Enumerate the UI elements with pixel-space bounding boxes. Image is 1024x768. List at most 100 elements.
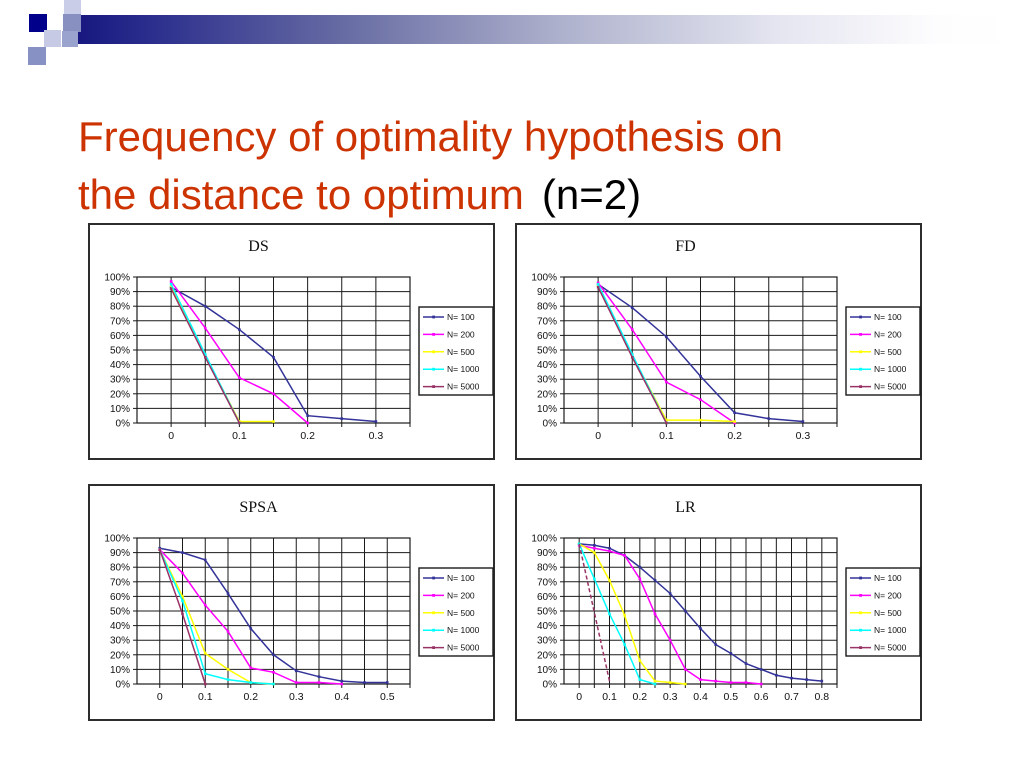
x-tick-label: 0.4: [334, 691, 349, 703]
chart-legend: N= 100 N= 200 N= 500 N= 1000 N= 5000: [845, 306, 921, 396]
y-tick-label: 40%: [110, 621, 130, 632]
y-tick-label: 10%: [537, 404, 557, 415]
y-tick-label: 0%: [116, 419, 131, 430]
chart-title: FD: [675, 238, 695, 255]
legend-label: N= 500: [447, 347, 475, 357]
x-tick-label: 0.2: [727, 430, 742, 442]
y-tick-label: 80%: [110, 563, 130, 574]
y-tick-label: 0%: [116, 680, 131, 691]
legend-label: N= 500: [874, 608, 902, 618]
series-N=200: [596, 281, 736, 425]
decor-square: [29, 14, 47, 32]
x-tick-label: 0.3: [289, 691, 304, 703]
y-tick-label: 60%: [110, 592, 130, 603]
plot-border: [136, 276, 411, 424]
legend-label: N= 200: [874, 329, 902, 339]
decor-square: [63, 14, 81, 32]
chart-lr: LR 100% 90% 80% 70% 60% 50% 40% 30% 20% 10% 0% 0 0.1 0…: [515, 484, 922, 721]
series-N=5000: [596, 285, 668, 425]
legend-label: N= 1000: [447, 625, 480, 635]
chart-legend: N= 100 N= 200 N= 500 N= 1000 N= 5000: [418, 306, 494, 396]
x-tick-label: 0.1: [198, 691, 213, 703]
x-tick-label: 0.3: [663, 691, 678, 703]
chart-spsa: SPSA 100% 90% 80% 70% 60% 50% 40% 30% 20% 10% 0% 0 0.…: [88, 484, 495, 721]
y-tick-label: 30%: [110, 375, 130, 386]
y-tick-label: 10%: [110, 404, 130, 415]
y-tick-label: 20%: [110, 389, 130, 400]
series-N=5000: [578, 543, 611, 682]
legend-label: N= 500: [874, 347, 902, 357]
legend-label: N= 100: [447, 573, 475, 583]
y-tick-label: 0%: [543, 680, 558, 691]
y-tick-label: 40%: [110, 360, 130, 371]
chart-title: SPSA: [239, 499, 278, 516]
y-tick-label: 60%: [537, 592, 557, 603]
y-tick-label: 80%: [110, 302, 130, 313]
y-tick-label: 10%: [537, 665, 557, 676]
legend-label: N= 100: [874, 573, 902, 583]
y-tick-label: 90%: [537, 287, 557, 298]
y-tick-label: 50%: [110, 346, 130, 357]
slide-title-line2-text: the distance to optimum: [78, 171, 524, 219]
x-tick-label: 0.1: [602, 691, 617, 703]
y-tick-label: 50%: [110, 607, 130, 618]
series-N=5000: [169, 287, 241, 425]
y-tick-label: 30%: [110, 636, 130, 647]
decor-square: [62, 31, 78, 47]
decor-square: [44, 30, 61, 47]
y-tick-label: 70%: [110, 316, 130, 327]
y-tick-label: 20%: [537, 650, 557, 661]
y-tick-label: 100%: [531, 534, 557, 545]
y-tick-label: 10%: [110, 665, 130, 676]
y-tick-label: 50%: [537, 607, 557, 618]
plot-border: [563, 276, 838, 424]
series-N=200: [169, 280, 309, 425]
x-tick-label: 0.7: [784, 691, 799, 703]
legend-label: N= 1000: [874, 364, 907, 374]
chart-title: LR: [675, 499, 696, 516]
chart-svg: DS 100% 90% 80% 70% 60% 50% 40% 30% 20% 10% 0% 0 0.1 0…: [88, 223, 495, 460]
y-tick-label: 40%: [537, 621, 557, 632]
x-tick-label: 0.8: [815, 691, 830, 703]
x-tick-label: 0.3: [796, 430, 811, 442]
legend-label: N= 1000: [874, 625, 907, 635]
y-tick-label: 80%: [537, 563, 557, 574]
x-tick-label: 0: [157, 691, 163, 703]
x-tick-label: 0.6: [754, 691, 769, 703]
y-tick-label: 100%: [531, 273, 557, 284]
legend-label: N= 5000: [874, 643, 907, 653]
y-tick-label: 20%: [110, 650, 130, 661]
series-N=5000: [158, 548, 207, 686]
y-tick-label: 60%: [537, 331, 557, 342]
chart-title: DS: [248, 238, 268, 255]
legend-label: N= 5000: [874, 382, 907, 392]
y-tick-label: 30%: [537, 636, 557, 647]
decor-square: [28, 47, 46, 65]
chart-fd: FD 100% 90% 80% 70% 60% 50% 40% 30% 20% 10% 0% 0 0.1 0…: [515, 223, 922, 460]
series-N=100: [169, 285, 378, 423]
y-tick-label: 70%: [110, 577, 130, 588]
series-N=100: [158, 546, 389, 684]
chart-legend: N= 100 N= 200 N= 500 N= 1000 N= 5000: [418, 567, 494, 657]
chart-ds: DS 100% 90% 80% 70% 60% 50% 40% 30% 20% 10% 0% 0 0.1 0…: [88, 223, 495, 460]
legend-label: N= 100: [447, 312, 475, 322]
series-N=1000: [577, 542, 657, 686]
y-tick-label: 30%: [537, 375, 557, 386]
x-tick-label: 0.2: [300, 430, 315, 442]
chart-legend: N= 100 N= 200 N= 500 N= 1000 N= 5000: [845, 567, 921, 657]
slide-title-line2: the distance to optimum (n=2): [78, 166, 978, 224]
legend-label: N= 5000: [447, 382, 480, 392]
legend-label: N= 200: [447, 590, 475, 600]
y-tick-label: 90%: [537, 548, 557, 559]
legend-label: N= 200: [874, 590, 902, 600]
y-tick-label: 100%: [104, 534, 130, 545]
x-tick-label: 0.2: [633, 691, 648, 703]
header-gradient-bar: [72, 15, 1012, 44]
x-tick-label: 0: [576, 691, 582, 703]
x-tick-label: 0.1: [232, 430, 247, 442]
y-tick-label: 100%: [104, 273, 130, 284]
x-tick-label: 0.4: [693, 691, 708, 703]
decor-square: [64, 0, 81, 17]
y-tick-label: 0%: [543, 419, 558, 430]
